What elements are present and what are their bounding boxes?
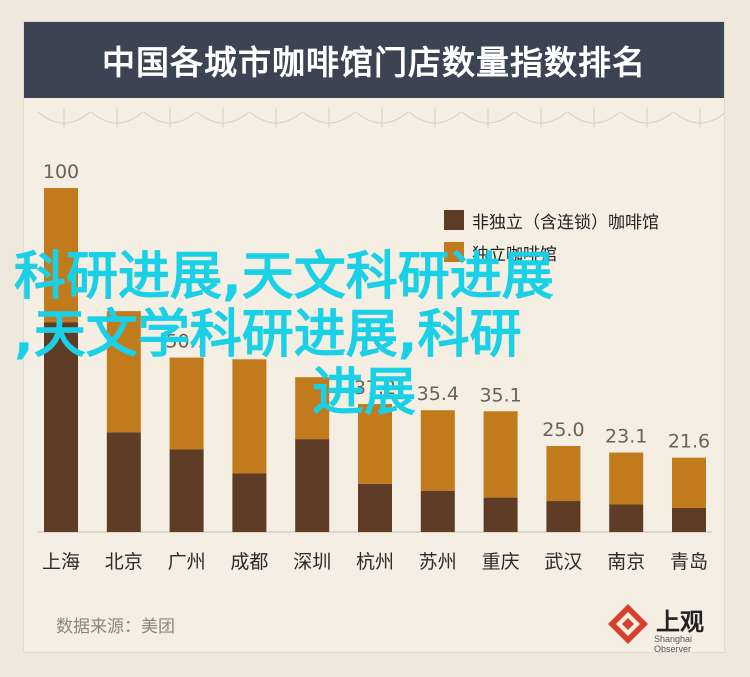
legend-swatch-independent [444,242,464,262]
bar-independent [609,452,644,505]
decor-arch [673,111,724,124]
x-tick-label: 深圳 [293,551,331,573]
bar-independent [169,357,204,450]
legend-item-non-independent: 非独立（含连锁）咖啡馆 [444,204,659,236]
legend-label-independent: 独立咖啡馆 [472,244,557,265]
bar-non-independent [169,449,204,532]
bar-non-independent [106,432,141,532]
bar-total-label: 100 [43,161,79,183]
bar-independent [420,410,455,491]
bar-independent [295,377,330,440]
bar-non-independent [672,507,706,532]
chart-title: 中国各城市咖啡馆门店数量指数排名 [102,43,646,82]
shanghai-observer-logo: 上观 Shanghai Observer [604,598,724,658]
x-tick-label: 苏州 [419,551,457,573]
x-tick-label: 成都 [230,551,268,573]
bar-non-independent [232,473,267,532]
bar-independent [672,457,706,508]
bar-non-independent [44,322,78,532]
bar-non-independent [546,501,581,532]
legend-item-independent: 独立咖啡馆 [444,236,659,268]
legend-label-non-independent: 非独立（含连锁）咖啡馆 [472,212,659,233]
bar-non-independent [358,483,392,532]
bar-total-label: 21.6 [668,431,710,453]
bar-independent [483,411,518,498]
x-tick-label: 杭州 [356,551,394,573]
bar-total-label: 50.7 [165,331,207,353]
bar-non-independent [483,497,518,532]
chart-card: 中国各城市咖啡馆门店数量指数排名 100 上海 北京 50.7 广州 成都 深圳 37.2 杭州… [24,22,724,654]
bar-non-independent [295,439,330,532]
bar-independent [44,188,78,323]
x-tick-label: 重庆 [482,551,520,573]
bar-total-label: 37.2 [354,377,396,399]
x-tick-label: 青岛 [670,551,708,573]
bar-independent [358,404,392,484]
bar-total-label: 35.4 [417,383,459,405]
x-tick-label: 武汉 [544,551,582,573]
chart-plot: 100 上海 北京 50.7 广州 成都 深圳 37.2 杭州 35.4 苏州 35.1 重庆 25.0 武… [37,108,724,573]
bar-independent [546,446,581,502]
chart-legend: 非独立（含连锁）咖啡馆 独立咖啡馆 [444,204,659,268]
logo-subtitle: Shanghai Observer [654,634,693,654]
bar-non-independent [609,504,644,532]
title-band: 中国各城市咖啡馆门店数量指数排名 [24,22,724,98]
bar-total-label: 35.1 [479,384,521,406]
x-tick-label: 南京 [607,551,645,573]
x-tick-label: 上海 [42,551,80,573]
bar-independent [106,311,141,433]
x-tick-label: 广州 [168,551,206,573]
logo-text: 上观 [656,608,704,636]
bar-total-label: 25.0 [542,419,584,441]
legend-swatch-non-independent [444,210,464,230]
x-tick-label: 北京 [105,551,143,573]
bar-total-label: 23.1 [605,426,647,448]
logo-emblem-icon [608,604,648,644]
data-source: 数据来源：美团 [56,617,175,637]
bar-non-independent [420,490,455,532]
bar-independent [232,359,267,474]
